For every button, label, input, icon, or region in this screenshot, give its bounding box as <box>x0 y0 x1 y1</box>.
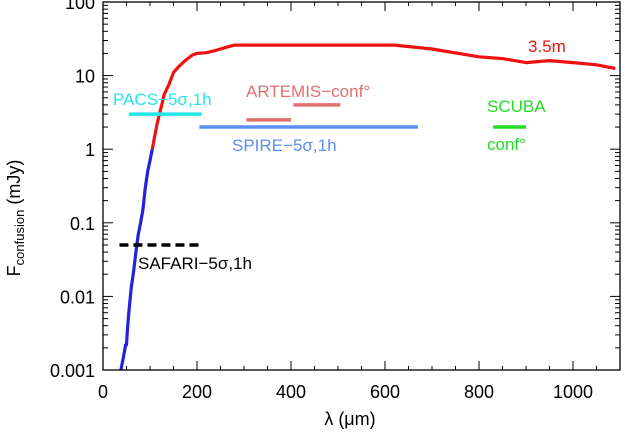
plot-area <box>119 43 616 371</box>
y-axis-title-unit: (mJy) <box>4 160 24 210</box>
x-tick-label: 600 <box>370 382 400 402</box>
y-tick-label: 0.1 <box>70 214 95 234</box>
annotation-label: SPIRE−5σ,1h <box>232 136 337 155</box>
y-axis-title-sub: confusion <box>12 210 27 266</box>
annotations: 3.5m PACS−5σ,1h ARTEMIS−conf° SPIRE−5σ,1h SC… <box>113 37 566 273</box>
y-axis-title: Fconfusion (mJy) <box>4 160 27 277</box>
annotation-label: SCUBA <box>487 97 546 116</box>
x-axis-title: λ (μm) <box>324 409 375 429</box>
plot-frame <box>102 1 621 371</box>
y-tick-label: 0.001 <box>50 361 95 381</box>
x-tick-label: 200 <box>182 382 212 402</box>
annotation-label: SAFARI−5σ,1h <box>138 254 252 273</box>
x-tick-label: 1000 <box>553 382 593 402</box>
x-tick-label: 400 <box>276 382 306 402</box>
x-tick-label: 0 <box>98 382 108 402</box>
axes: 0 200 400 600 800 1000 0.001 0.01 0.1 1 10 100 <box>50 0 621 402</box>
y-tick-label: 0.01 <box>60 287 95 307</box>
y-axis-title-main: F <box>4 265 24 276</box>
y-tick-label: 10 <box>75 67 95 87</box>
series-line <box>119 148 154 371</box>
x-tick-label: 800 <box>464 382 494 402</box>
y-tick-label: 100 <box>65 0 95 13</box>
series-line <box>150 43 616 150</box>
y-tick-label: 1 <box>85 140 95 160</box>
annotation-label: 3.5m <box>528 37 566 56</box>
annotation-label: ARTEMIS−conf° <box>246 82 370 101</box>
annotation-label: PACS−5σ,1h <box>113 90 212 109</box>
annotation-label: conf° <box>487 135 526 154</box>
